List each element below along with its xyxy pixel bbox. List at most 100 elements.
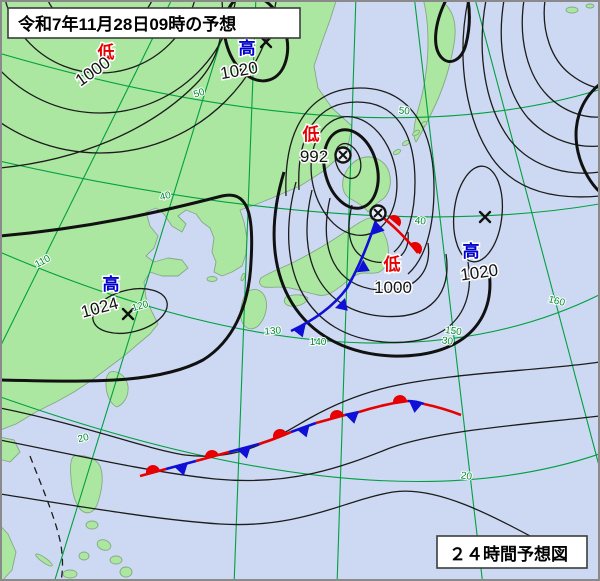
- low-kanji-label: 低: [302, 124, 320, 144]
- isobar: [0, 415, 600, 482]
- philippine-island: [109, 555, 123, 565]
- isobar: [288, 181, 471, 344]
- low-center-marker: [369, 204, 387, 222]
- isobar: [310, 116, 398, 236]
- stationary-front-red-segment: [139, 467, 167, 478]
- isobar: [543, 0, 600, 89]
- warm-front-semicircle: [410, 242, 422, 255]
- isobar-bold: [0, 193, 254, 383]
- meridian-130e: [233, 0, 257, 581]
- meridian-160e: [474, 0, 600, 472]
- grid-label: 140: [310, 337, 327, 348]
- meridian-120e: [53, 0, 235, 581]
- cold-front-triangle: [372, 221, 385, 235]
- grid-label: 150: [444, 325, 462, 338]
- stationary-front: [139, 395, 462, 478]
- isobar: [334, 142, 362, 180]
- stationary-front-semicircle: [273, 429, 287, 439]
- isobar: [521, 0, 600, 118]
- parallel-40n: [0, 160, 600, 218]
- kuril-island: [412, 129, 420, 137]
- map-type-label: ２４時間予想図: [449, 544, 568, 564]
- cold-front-triangle: [356, 259, 370, 273]
- grid-label: 130: [264, 325, 282, 337]
- isobar-bold: [434, 0, 471, 63]
- stationary-front-red-segment: [315, 413, 346, 425]
- warm-front-semicircle: [388, 215, 401, 227]
- map-title: 令和7年11月28日09時の予想: [18, 14, 236, 34]
- isobar: [0, 0, 277, 154]
- pressure-center-markers: [121, 35, 492, 321]
- cold-front-line: [290, 213, 380, 333]
- isobar: [0, 0, 237, 114]
- grid-label: 40: [414, 215, 427, 227]
- high-kanji-label: 高: [463, 241, 480, 261]
- isobar-bold: [574, 82, 600, 194]
- grid-label: 40: [159, 190, 173, 203]
- cold-front-triangle: [292, 324, 306, 338]
- pressure-value-label: 1000: [374, 278, 412, 297]
- high-kanji-label: 高: [103, 274, 120, 294]
- pressure-value-label: 992: [300, 147, 328, 166]
- footer-box-frame: [436, 535, 588, 569]
- grid-label: 20: [460, 470, 473, 483]
- fronts: [139, 212, 462, 478]
- stationary-front-triangle: [409, 401, 423, 413]
- palawan-island: [35, 553, 53, 567]
- stationary-front-triangle: [345, 411, 359, 424]
- stationary-front-semicircle: [330, 410, 344, 419]
- isobar: [481, 0, 600, 174]
- izu-island: [375, 280, 379, 284]
- high-kanji-label: 高: [239, 38, 256, 58]
- low-center-marker: [334, 146, 352, 164]
- grid-label: 160: [547, 294, 566, 309]
- isobar-bold-low-992: [322, 128, 380, 210]
- isobar: [348, 204, 409, 264]
- isobar-high-1024: [92, 287, 168, 335]
- high-center-marker: [478, 210, 492, 224]
- aleutian-island: [565, 6, 579, 14]
- stationary-front-semicircle: [393, 395, 407, 403]
- grid-label: 20: [77, 432, 91, 445]
- isobar: [306, 189, 448, 318]
- asia-continent: [0, 0, 353, 431]
- philippine-island: [119, 566, 133, 578]
- isobar: [4, 0, 196, 74]
- isobar: [325, 197, 430, 291]
- philippine-island: [96, 539, 112, 551]
- meridian-150e: [414, 0, 483, 581]
- grid-label: 30: [441, 335, 454, 348]
- high-center-marker: [121, 307, 135, 321]
- meridian-110e: [0, 0, 173, 349]
- sakhalin-island: [413, 0, 456, 143]
- cold-front-triangle: [335, 298, 348, 311]
- footer-box: ２４時間予想図: [436, 535, 588, 569]
- stationary-front-blue-segment: [407, 399, 425, 406]
- isobar: [0, 0, 224, 169]
- isobar: [285, 87, 435, 275]
- tsushima-island: [240, 272, 246, 282]
- stationary-front-red-segment: [358, 399, 409, 414]
- low-kanji-label: 低: [97, 42, 115, 62]
- isobar-high-1020: [452, 165, 504, 263]
- philippine-island: [85, 520, 99, 530]
- stationary-front-semicircle: [146, 465, 160, 474]
- stationary-front-triangle: [174, 463, 188, 476]
- cold-front: [290, 213, 385, 338]
- philippine-island: [78, 551, 90, 561]
- isobar: [298, 101, 416, 253]
- grid-label: 50: [398, 106, 410, 118]
- parallel-50n: [0, 52, 600, 119]
- stationary-front-red-segment: [423, 402, 462, 417]
- isobars-bold: [0, 0, 600, 383]
- philippine-island: [62, 569, 78, 579]
- isobar: [0, 361, 600, 457]
- stationary-front-triangle: [237, 446, 251, 459]
- stationary-front-semicircle: [205, 450, 219, 459]
- isobar-dashed: [29, 455, 64, 581]
- aleutian-island: [585, 3, 595, 9]
